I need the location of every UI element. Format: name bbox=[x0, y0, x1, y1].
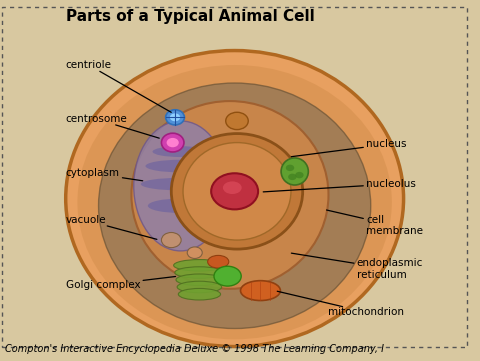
Ellipse shape bbox=[281, 158, 308, 185]
Ellipse shape bbox=[183, 143, 291, 240]
Ellipse shape bbox=[161, 232, 181, 248]
Ellipse shape bbox=[179, 288, 221, 300]
Text: vacuole: vacuole bbox=[66, 215, 157, 239]
Ellipse shape bbox=[177, 281, 222, 293]
Text: centriole: centriole bbox=[66, 60, 171, 112]
Text: Golgi complex: Golgi complex bbox=[66, 277, 176, 290]
Text: Parts of a Typical Animal Cell: Parts of a Typical Animal Cell bbox=[66, 9, 314, 24]
Ellipse shape bbox=[161, 133, 184, 152]
Ellipse shape bbox=[211, 173, 258, 209]
Text: centrosome: centrosome bbox=[66, 114, 159, 138]
Text: nucleolus: nucleolus bbox=[263, 179, 416, 192]
Ellipse shape bbox=[286, 165, 294, 171]
Text: nucleus: nucleus bbox=[291, 139, 407, 157]
Ellipse shape bbox=[141, 178, 221, 191]
Ellipse shape bbox=[240, 281, 280, 300]
Ellipse shape bbox=[223, 181, 241, 194]
Text: endoplasmic
reticulum: endoplasmic reticulum bbox=[291, 253, 423, 280]
Ellipse shape bbox=[226, 112, 248, 130]
Text: cytoplasm: cytoplasm bbox=[66, 168, 143, 181]
Ellipse shape bbox=[187, 247, 202, 258]
Ellipse shape bbox=[77, 65, 392, 339]
Ellipse shape bbox=[132, 101, 328, 289]
Ellipse shape bbox=[295, 172, 304, 178]
Ellipse shape bbox=[148, 199, 214, 213]
Ellipse shape bbox=[134, 121, 228, 251]
Ellipse shape bbox=[176, 274, 223, 286]
Ellipse shape bbox=[175, 267, 224, 278]
Ellipse shape bbox=[167, 138, 179, 147]
Ellipse shape bbox=[170, 113, 180, 121]
Ellipse shape bbox=[288, 174, 297, 180]
Text: Compton's Interactive Encyclopedia Deluxe © 1998 The Learning Company, I: Compton's Interactive Encyclopedia Delux… bbox=[5, 344, 384, 354]
Ellipse shape bbox=[66, 51, 404, 347]
Ellipse shape bbox=[214, 266, 241, 286]
Ellipse shape bbox=[98, 83, 371, 329]
Ellipse shape bbox=[174, 260, 225, 271]
Text: cell
membrane: cell membrane bbox=[326, 210, 423, 236]
Ellipse shape bbox=[171, 134, 303, 249]
Ellipse shape bbox=[145, 160, 216, 172]
Ellipse shape bbox=[208, 256, 229, 268]
Ellipse shape bbox=[153, 146, 209, 157]
Text: mitochondrion: mitochondrion bbox=[277, 291, 405, 317]
Ellipse shape bbox=[166, 110, 184, 125]
